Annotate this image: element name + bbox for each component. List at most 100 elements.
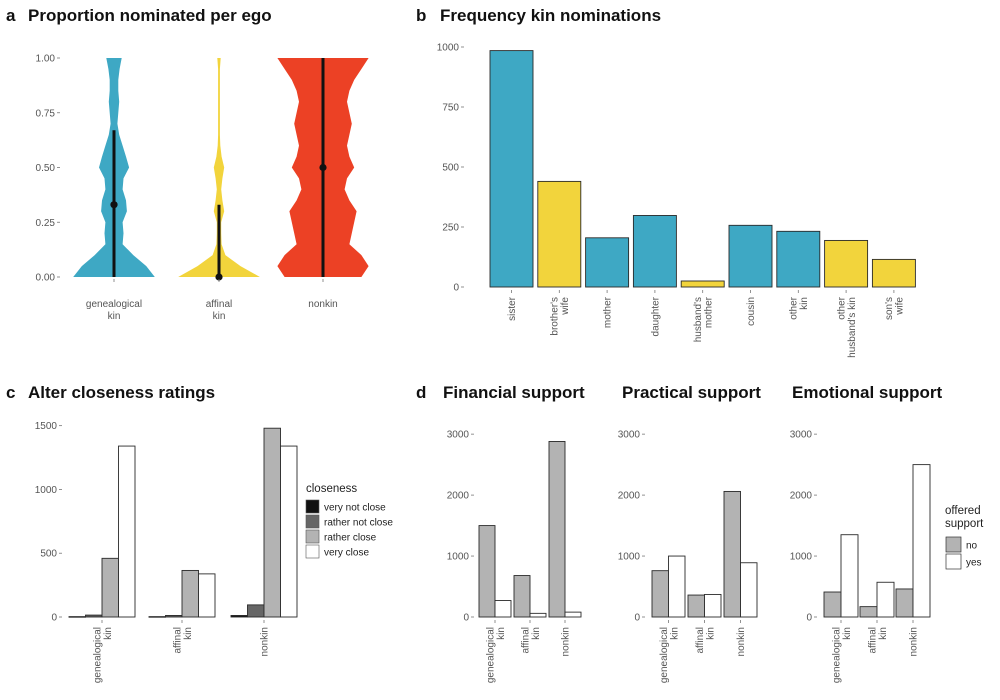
panel-b-category-label: sister <box>507 296 518 321</box>
bar-no-affinal-kin <box>513 575 531 618</box>
bar-cousin <box>728 224 773 288</box>
bar-rather_close-nonkin <box>263 427 281 618</box>
legend-label-yes: yes <box>966 558 982 569</box>
bar-no-genealogical-kin <box>823 591 842 618</box>
bar-rather_close-affinal-kin <box>181 569 199 618</box>
panel-a-category-label: kin <box>213 311 226 322</box>
legend-label-no: no <box>966 541 978 552</box>
bar-chart-c: 0 500 1000 1500 genealogicalkin affinalkin non… <box>35 421 298 683</box>
bar-rather_not_close-genealogical-kin <box>85 614 103 618</box>
legend-swatch-no <box>945 536 962 553</box>
panel-a-ytick-label: 0.50 <box>36 163 56 174</box>
bar-yes-genealogical-kin <box>840 534 859 618</box>
panel-d3-category-label: nonkin <box>909 627 920 656</box>
bar-chart-b: 0 250 500 750 1000 sister brother'swife mother d… <box>437 43 916 358</box>
panel-d2-ytick-label: 2000 <box>618 491 641 502</box>
panel-b-category-label: daughter <box>650 296 661 336</box>
legend-support-title: offered <box>945 505 981 517</box>
panel-a-label: a <box>6 6 16 25</box>
panel-b-ytick-label: 0 <box>453 283 459 294</box>
panel-d1-ytick-label: 1000 <box>447 552 470 563</box>
legend-swatch-rather_close <box>305 529 320 544</box>
panel-a-ytick-label: 0.00 <box>36 273 56 284</box>
panel-c-ytick-label: 0 <box>51 613 57 624</box>
bar-very_close-genealogical-kin <box>118 445 136 618</box>
panel-b-category-label: husband'smother <box>693 296 715 342</box>
bar-no-genealogical-kin <box>651 570 669 618</box>
bar-husband-s-mother <box>680 280 725 288</box>
bar-yes-genealogical-kin <box>494 600 512 618</box>
bar-other-kin <box>776 230 821 288</box>
panel-d3-category-label: genealogicalkin <box>831 627 853 683</box>
panel-b-ytick-label: 250 <box>442 223 459 234</box>
panel-b-category-label: otherhusband's kin <box>836 296 858 358</box>
panel-d1-category-label: affinalkin <box>520 627 542 654</box>
bar-no-affinal-kin <box>859 606 878 618</box>
violin-median-point <box>110 201 118 209</box>
panel-d2-category-label: genealogicalkin <box>659 627 681 683</box>
bar-chart-practical: 0 1000 2000 3000 genealogicalkin affinalkin no… <box>618 430 758 683</box>
bar-daughter <box>632 215 677 288</box>
legend-swatch-very_close <box>305 544 320 559</box>
bar-no-genealogical-kin <box>478 525 496 618</box>
bar-yes-affinal-kin <box>876 581 895 618</box>
bar-yes-nonkin <box>912 464 931 618</box>
panel-c-ytick-label: 500 <box>40 549 57 560</box>
bar-chart-emotional: 0 1000 2000 3000 genealogicalkin affinalkin no… <box>790 430 931 683</box>
panel-b-category-label: cousin <box>746 297 757 326</box>
bar-rather_not_close-affinal-kin <box>165 615 183 618</box>
panel-b-title: Frequency kin nominations <box>440 6 661 25</box>
panel-c-category-label: nonkin <box>260 627 271 656</box>
bar-rather_close-genealogical-kin <box>101 557 119 618</box>
panel-a-category-label: nonkin <box>308 299 337 310</box>
panel-c-category-label: affinalkin <box>172 627 194 654</box>
bar-rather_not_close-nonkin <box>247 604 265 618</box>
violin-affinal-kin <box>178 58 260 277</box>
panel-c-ytick-label: 1000 <box>35 485 58 496</box>
panel-d2-ytick-label: 0 <box>634 613 640 624</box>
violin-chart-a: 0.000.250.500.751.00genealogicalkinaffin… <box>36 54 369 322</box>
panel-c-title: Alter closeness ratings <box>28 383 215 402</box>
panel-c-category-label: genealogicalkin <box>92 627 114 683</box>
bar-yes-nonkin <box>740 562 758 618</box>
bar-very_not_close-affinal-kin <box>148 616 166 618</box>
panel-d2-ytick-label: 3000 <box>618 430 641 441</box>
bar-no-nonkin <box>723 490 741 618</box>
bar-very_not_close-genealogical-kin <box>68 616 86 618</box>
legend-label-very_close: very close <box>324 548 369 559</box>
panel-c-label: c <box>6 383 15 402</box>
panel-b-category-label: otherkin <box>789 296 811 319</box>
panel-d3-ytick-label: 3000 <box>790 430 813 441</box>
panel-d2-title: Practical support <box>622 383 761 402</box>
panel-b-category-label: mother <box>603 296 614 328</box>
legend-label-rather_close: rather close <box>324 533 377 544</box>
legend-closeness-title: closeness <box>306 483 357 495</box>
bar-yes-affinal-kin <box>704 593 722 618</box>
bar-very_not_close-nonkin <box>230 615 248 618</box>
violin-median-point <box>215 273 223 281</box>
legend-support-title: support <box>945 518 984 530</box>
panel-d1-ytick-label: 0 <box>463 613 469 624</box>
panel-a-ytick-label: 0.75 <box>36 108 56 119</box>
panel-d3-ytick-label: 1000 <box>790 552 813 563</box>
panel-d-label: d <box>416 383 426 402</box>
panel-d1-category-label: genealogicalkin <box>485 627 507 683</box>
violin-median-point <box>319 163 327 172</box>
bar-yes-genealogical-kin <box>668 555 686 618</box>
panel-a-category-label: affinal <box>206 299 233 310</box>
panel-a-ytick-label: 1.00 <box>36 54 56 65</box>
panel-a-category-label: kin <box>108 311 121 322</box>
panel-d3-ytick-label: 2000 <box>790 491 813 502</box>
panel-a-title: Proportion nominated per ego <box>28 6 272 25</box>
panel-d1-ytick-label: 3000 <box>447 430 470 441</box>
legend-label-very_not_close: very not close <box>324 503 386 514</box>
bar-no-affinal-kin <box>687 594 705 618</box>
bar-other-husband-s-kin <box>824 239 869 288</box>
legend-swatch-yes <box>945 553 962 570</box>
panel-b-ytick-label: 1000 <box>437 43 460 54</box>
panel-c-ytick-label: 1500 <box>35 421 58 432</box>
bar-no-nonkin <box>895 588 914 618</box>
panel-a-category-label: genealogical <box>86 299 142 310</box>
